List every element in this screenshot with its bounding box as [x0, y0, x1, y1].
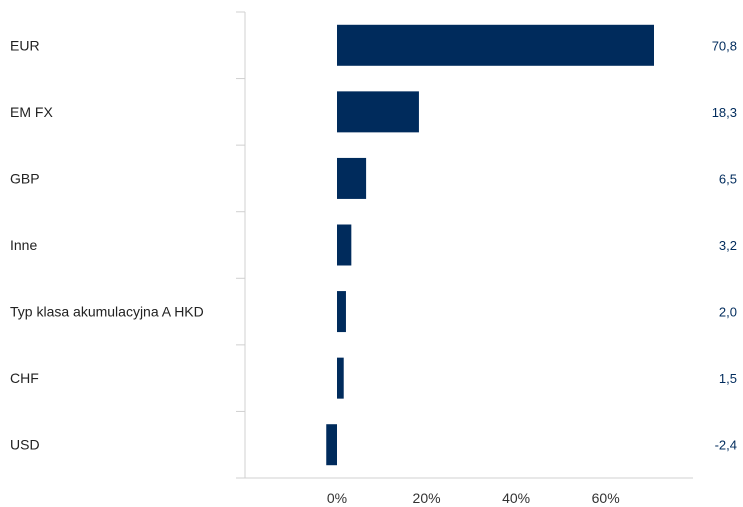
- data-label: -2,4: [715, 438, 737, 453]
- category-label: GBP: [10, 170, 40, 186]
- data-label: 2,0: [719, 305, 737, 320]
- x-tick-label: 60%: [592, 490, 620, 506]
- bar: [337, 291, 346, 333]
- data-label: 6,5: [719, 171, 737, 186]
- bar: [337, 357, 344, 399]
- category-label: Typ klasa akumulacyjna A HKD: [10, 304, 204, 320]
- bar: [337, 24, 654, 66]
- x-tick-label: 20%: [413, 490, 441, 506]
- category-label: EM FX: [10, 104, 53, 120]
- category-label: Inne: [10, 237, 37, 253]
- x-tick-label: 0%: [327, 490, 347, 506]
- category-label: EUR: [10, 37, 40, 53]
- category-label: CHF: [10, 370, 39, 386]
- x-tick-label: 40%: [502, 490, 530, 506]
- bar: [337, 157, 367, 199]
- data-label: 1,5: [719, 371, 737, 386]
- bar: [326, 424, 337, 466]
- bar: [337, 91, 419, 133]
- data-label: 3,2: [719, 238, 737, 253]
- category-label: USD: [10, 437, 40, 453]
- data-label: 18,3: [712, 105, 737, 120]
- bar: [337, 224, 352, 266]
- data-label: 70,8: [712, 38, 737, 53]
